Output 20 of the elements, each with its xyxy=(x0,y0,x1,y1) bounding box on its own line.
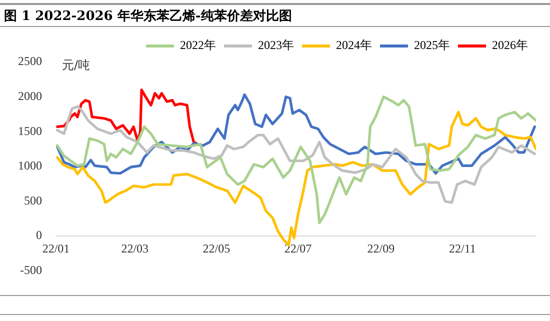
legend-label: 2025年 xyxy=(414,38,450,52)
y-tick-label: 500 xyxy=(24,193,42,208)
y-tick-label: 2000 xyxy=(18,88,42,103)
x-tick-label: 22/09 xyxy=(367,241,395,256)
y-tick-label: 1500 xyxy=(18,124,42,138)
x-tick-label: 22/03 xyxy=(121,241,149,256)
y-tick-label: 1000 xyxy=(18,158,42,173)
y-tick-label: 0 xyxy=(36,228,42,242)
y-tick-label: 2500 xyxy=(18,54,42,68)
y-tick-label: -500 xyxy=(20,262,42,277)
legend-label: 2026年 xyxy=(492,38,528,52)
x-tick-label: 22/11 xyxy=(449,241,476,256)
legend-label: 2023年 xyxy=(258,38,294,52)
legend-label: 2022年 xyxy=(180,38,216,52)
legend-label: 2024年 xyxy=(336,38,372,52)
y-axis-title: 元/吨 xyxy=(62,58,90,72)
chart-title: 图 1 2022-2026 年华东苯乙烯-纯苯价差对比图 xyxy=(0,3,550,27)
x-tick-label: 22/05 xyxy=(202,241,230,256)
x-tick-label: 22/07 xyxy=(284,241,312,256)
x-tick-label: 22/01 xyxy=(42,241,70,256)
